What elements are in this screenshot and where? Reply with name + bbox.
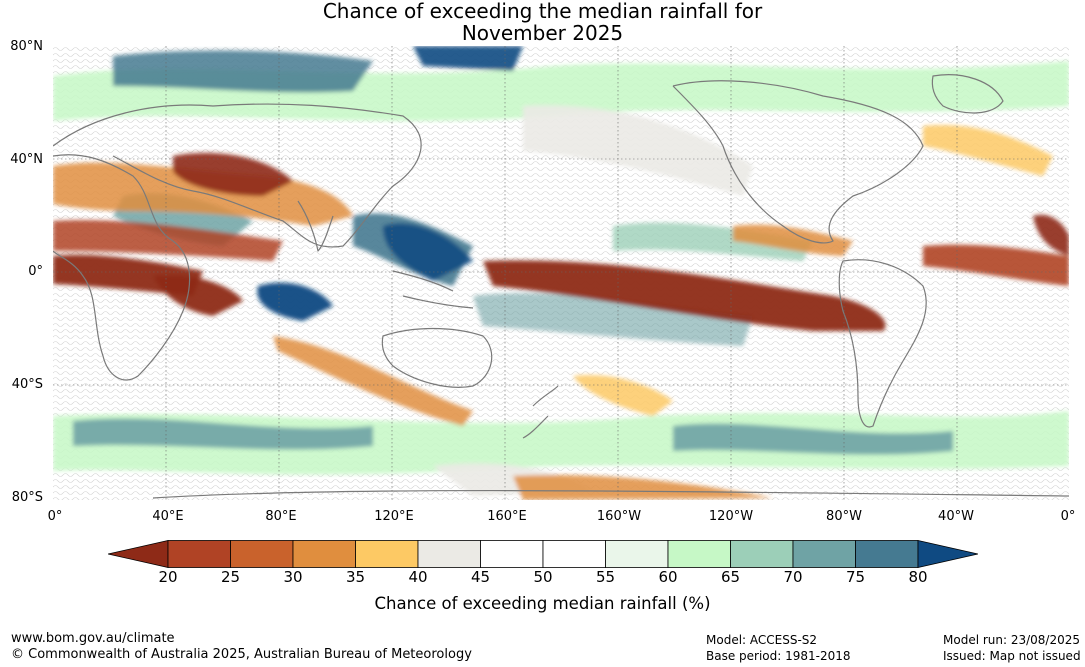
- india-coastline: [297, 200, 334, 252]
- colorbar-tick-30: 30: [283, 568, 303, 586]
- footer-run-info: Model run: 23/08/2025 Issued: Map not is…: [943, 632, 1081, 664]
- atlantic-red-band: [923, 244, 1069, 286]
- lat-label-40s: 40°S: [11, 377, 43, 392]
- colorbar-tick-80: 80: [908, 568, 928, 586]
- colorbar-tick-35: 35: [345, 568, 366, 586]
- colorbar-swatch-70-75: [792, 540, 856, 568]
- map-title: Chance of exceeding the median rainfall …: [0, 0, 1085, 44]
- antarctic-orange-patch: [513, 475, 773, 500]
- lat-label-40n: 40°N: [10, 152, 43, 167]
- sahel-red-band: [53, 220, 283, 261]
- east-pacific-orange-streak: [733, 224, 853, 256]
- south-america-coastline: [838, 259, 927, 428]
- footer-website: www.bom.gov.au/climate: [11, 631, 175, 646]
- southern-teal-band-1: [73, 418, 373, 450]
- footer-base-period: Base period: 1981-2018: [706, 649, 851, 663]
- new-zealand-coastline: [522, 385, 559, 439]
- south-indian-ocean-orange-band: [273, 336, 473, 426]
- colorbar: [108, 540, 978, 568]
- footer-model-info: Model: ACCESS-S2 Base period: 1981-2018: [706, 632, 851, 664]
- lat-label-80n: 80°N: [10, 39, 43, 54]
- colorbar-swatch-35-40: [355, 540, 419, 568]
- footer-left: www.bom.gov.au/climate © Commonwealth of…: [11, 631, 472, 663]
- australia-coastline: [381, 327, 493, 388]
- lon-label-40w: 40°W: [938, 509, 974, 524]
- lon-label-160w: 160°W: [596, 509, 642, 524]
- coastlines: [53, 74, 1069, 499]
- colorbar-tick-75: 75: [845, 568, 866, 586]
- colorbar-tick-40: 40: [408, 568, 428, 586]
- colorbar-tick-45: 45: [470, 568, 491, 586]
- colorbar-swatch-65-70: [730, 540, 794, 568]
- lon-label-40e: 40°E: [152, 509, 184, 524]
- lon-label-0: 0°: [47, 509, 63, 524]
- pacific-teal-patch: [473, 293, 753, 346]
- title-line-1: Chance of exceeding the median rainfall …: [322, 0, 763, 23]
- antarctica-coastline: [152, 489, 1069, 499]
- north-atlantic-yellow-patch: [923, 125, 1053, 176]
- north-pacific-green-patch: [613, 222, 813, 261]
- equatorial-pacific-brown-tongue: [483, 260, 886, 331]
- colorbar-swatch-20-25: [167, 540, 231, 568]
- southern-green-band: [53, 411, 1069, 475]
- middle-east-brown-patch: [173, 152, 293, 196]
- colorbar-swatch-55-60: [605, 540, 669, 568]
- east-africa-brown-patch: [153, 275, 243, 316]
- lon-label-160e: 160°E: [487, 509, 527, 524]
- colorbar-tick-55: 55: [595, 568, 616, 586]
- colorbar-swatch-75-80: [855, 540, 919, 568]
- colorbar-swatch-40-45: [417, 540, 481, 568]
- eurasia-coastline: [53, 103, 422, 248]
- colorbar-tick-65: 65: [720, 568, 741, 586]
- colorbar-tick-20: 20: [158, 568, 178, 586]
- lat-label-80s: 80°S: [11, 490, 43, 505]
- lon-label-120w: 120°W: [708, 509, 754, 524]
- colorbar-swatch-30-35: [292, 540, 356, 568]
- footer-copyright: © Commonwealth of Australia 2025, Austra…: [11, 647, 472, 662]
- colorbar-high-arrow: [917, 540, 978, 568]
- north-america-coastline: [672, 80, 924, 244]
- southern-teal-band-2: [673, 423, 953, 455]
- footer-model: Model: ACCESS-S2: [706, 633, 818, 647]
- colorbar-swatch-25-30: [230, 540, 294, 568]
- arctic-blue-patch: [413, 46, 523, 71]
- lon-label-0-east: 0°: [1060, 509, 1076, 524]
- colorbar-swatch-50-55: [542, 540, 606, 568]
- colorbar-swatch-60-65: [667, 540, 731, 568]
- lon-label-80w: 80°W: [826, 509, 862, 524]
- colorbar-tick-60: 60: [658, 568, 678, 586]
- gridlines: [53, 46, 1069, 500]
- west-africa-coast-patch: [1033, 214, 1069, 256]
- africa-coastline: [53, 154, 191, 381]
- indian-ocean-blue-patch: [257, 282, 333, 321]
- colorbar-label: Chance of exceeding median rainfall (%): [374, 594, 711, 613]
- se-asia-blue-patch: [383, 223, 473, 281]
- lon-label-120e: 120°E: [374, 509, 414, 524]
- colorbar-swatch-45-50: [480, 540, 544, 568]
- greenland-coastline: [931, 74, 1004, 114]
- arctic-teal-patch: [113, 50, 373, 93]
- lat-label-0: 0°: [28, 264, 43, 279]
- title-line-2: November 2025: [461, 21, 624, 45]
- colorbar-tick-70: 70: [783, 568, 803, 586]
- footer-issued: Issued: Map not issued: [943, 649, 1081, 663]
- colorbar-tick-50: 50: [533, 568, 553, 586]
- colorbar-tick-25: 25: [220, 568, 241, 586]
- footer-model-run: Model run: 23/08/2025: [943, 633, 1081, 647]
- lon-label-80e: 80°E: [265, 509, 297, 524]
- north-pacific-grey-patch: [523, 105, 753, 196]
- colorbar-low-arrow: [108, 540, 169, 568]
- rainfall-map: [53, 46, 1069, 500]
